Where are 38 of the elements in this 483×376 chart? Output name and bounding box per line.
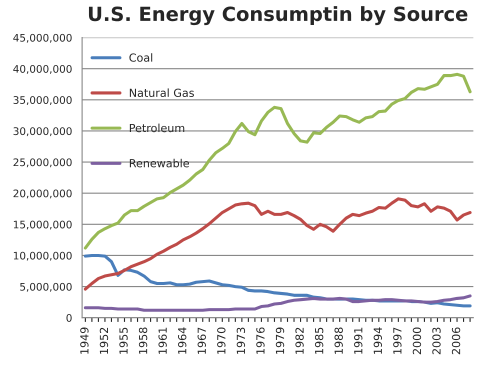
y-tick-label: 5,000,000 (20, 282, 72, 292)
legend-label: Renewable (130, 158, 189, 168)
x-tick-label: 1997 (393, 328, 402, 354)
y-tick-label: 35,000,000 (14, 96, 72, 106)
x-tick-label: 1994 (374, 327, 382, 354)
y-tick-label: 0 (66, 314, 72, 322)
y-tick-label: 45,000,000 (13, 34, 72, 43)
x-tick-label: 2003 (432, 328, 441, 354)
x-tick-label: 1982 (295, 328, 304, 354)
x-tick-label: 1991 (354, 328, 362, 354)
x-tick-label: 1961 (158, 328, 167, 354)
y-tick-label: 25,000,000 (14, 158, 72, 168)
x-tick-label: 1955 (119, 328, 128, 354)
x-tick-label: 1949 (80, 328, 89, 354)
line-series (84, 197, 472, 291)
x-tick-label: 1988 (334, 328, 343, 354)
y-tick-label: 20,000,000 (14, 189, 72, 198)
legend-label: Coal (129, 53, 152, 62)
line-series (84, 294, 472, 312)
x-tick-label: 1976 (256, 327, 265, 354)
line-series (84, 72, 472, 250)
x-tick-label: 1952 (100, 328, 108, 354)
y-tick-label: 10,000,000 (14, 252, 72, 261)
x-tick-label: 1970 (217, 327, 226, 354)
x-tick-label: 1958 (138, 328, 148, 354)
x-tick-label: 2006 (452, 327, 460, 354)
x-tick-label: 1964 (178, 327, 186, 354)
x-tick-label: 1973 (236, 328, 246, 354)
x-tick-label: 1967 (198, 328, 206, 354)
y-tick-label: 40,000,000 (13, 64, 72, 74)
x-tick-label: 2000 (412, 327, 422, 354)
y-tick-label: 15,000,000 (14, 220, 72, 230)
y-tick-label: 30,000,000 (14, 127, 72, 136)
chart-title: U.S. Energy Consumptin by Source (88, 6, 468, 26)
legend-label: Natural Gas (130, 88, 194, 97)
x-tick-label: 1985 (314, 328, 324, 354)
legend-label: Petroleum (130, 124, 184, 132)
x-tick-label: 1979 (276, 328, 284, 354)
